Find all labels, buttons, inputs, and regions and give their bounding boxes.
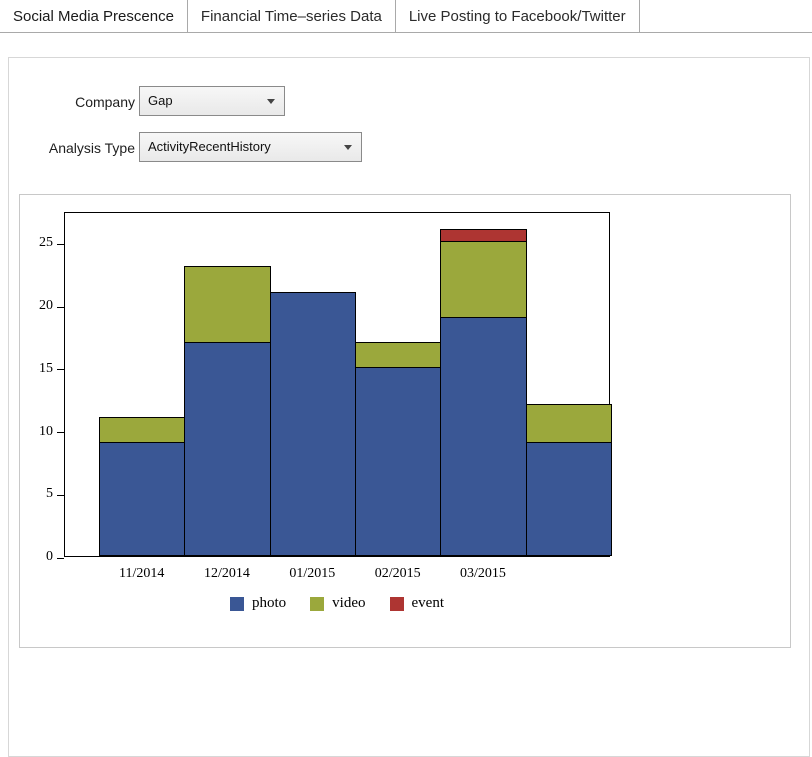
y-tick-mark [57, 243, 64, 245]
legend-label: photo [252, 595, 287, 611]
y-tick-mark [57, 432, 64, 434]
y-tick-mark [57, 306, 64, 308]
y-tick-label: 10 [39, 423, 53, 439]
bar-segment-event [440, 228, 527, 243]
y-tick-label: 0 [46, 549, 53, 564]
bar-segment-video [440, 241, 527, 318]
plot-area: 0 5 10 15 20 25 11/2014 12/2014 01/2015 02/2015 03… [39, 212, 612, 581]
x-axis-label: 01/2015 [289, 566, 336, 581]
bar-segment-video [525, 404, 612, 444]
bar-segment-photo [355, 366, 442, 556]
analysis-type-dropdown[interactable]: ActivityRecentHistory [139, 132, 362, 162]
bar-segment-video [184, 266, 271, 343]
legend-item-video: video [310, 595, 366, 612]
y-tick-label: 5 [46, 486, 53, 502]
legend-swatch-icon [389, 596, 404, 611]
chevron-down-icon [267, 99, 275, 104]
legend-swatch-icon [310, 596, 325, 611]
legend-label: event [411, 595, 444, 611]
legend-swatch-icon [230, 596, 244, 611]
x-axis-label: 11/2014 [118, 566, 165, 581]
y-tick-mark [57, 494, 64, 496]
tab-social-media-presence[interactable]: Social Media Prescence [0, 0, 188, 32]
y-tick-label: 25 [39, 235, 53, 251]
legend-item-event: event [389, 595, 444, 612]
legend-label: video [332, 595, 366, 611]
x-axis-label: 12/2014 [204, 566, 250, 581]
tab-live-posting[interactable]: Live Posting to Facebook/Twitter [395, 0, 640, 32]
bar-segment-video [355, 341, 442, 368]
analysis-type-label: Analysis Type [48, 140, 135, 156]
x-axis-label: 03/2015 [460, 566, 506, 581]
analysis-type-dropdown-value: ActivityRecentHistory [148, 139, 271, 154]
x-axis-label: 02/2015 [374, 566, 421, 581]
company-label: Company [75, 94, 135, 110]
bar-segment-photo [184, 341, 271, 556]
content-panel: Company Gap Analysis Type ActivityRecent… [8, 57, 810, 757]
bar-segment-video [99, 417, 186, 444]
bar-segment-photo [269, 291, 356, 556]
y-tick-label: 20 [39, 298, 53, 314]
company-dropdown[interactable]: Gap [139, 86, 285, 116]
chevron-down-icon [344, 145, 352, 150]
y-tick-mark [57, 369, 64, 371]
y-tick-mark [57, 557, 64, 559]
bar-segment-photo [525, 442, 612, 556]
y-tick-label: 15 [39, 360, 53, 376]
bar-segment-photo [99, 442, 186, 556]
tab-bar: Social Media Prescence Financial Time–se… [0, 0, 812, 33]
legend-item-photo: photo [230, 595, 286, 612]
bar-segment-photo [440, 316, 527, 556]
chart-container: 0 5 10 15 20 25 11/2014 12/2014 01/2015 02/2015 03… [19, 194, 791, 648]
company-dropdown-value: Gap [148, 93, 173, 108]
tab-financial-timeseries[interactable]: Financial Time–series Data [187, 0, 396, 32]
chart-legend: photo video event [64, 595, 610, 612]
